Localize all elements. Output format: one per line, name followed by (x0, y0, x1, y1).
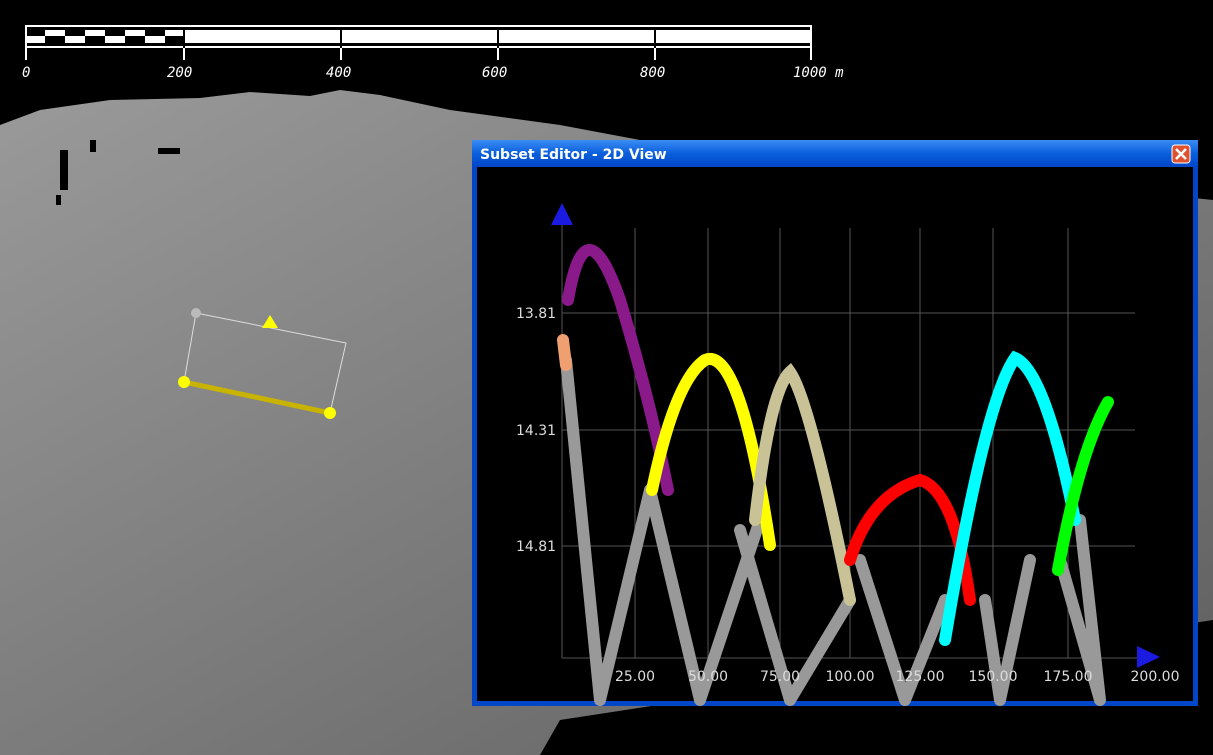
handle[interactable] (324, 407, 336, 419)
x-tick-label: 175.00 (1044, 669, 1093, 685)
scale-label: 400 (326, 65, 351, 81)
x-tick-label: 75.00 (760, 669, 800, 685)
x-tick-label: 150.00 (969, 669, 1018, 685)
y-tick-label: 14.81 (516, 539, 556, 555)
x-tick-label: 100.00 (826, 669, 875, 685)
scale-label: 1000 m (793, 65, 844, 81)
subset-editor-window: Subset Editor - 2D View 13.81 14.31 14.8… (472, 140, 1198, 706)
page: 0 200 400 600 800 1000 m Subset Editor -… (0, 0, 1213, 755)
scale-label: 600 (482, 65, 507, 81)
x-tick-label: 125.00 (896, 669, 945, 685)
x-tick-label: 50.00 (688, 669, 728, 685)
handle[interactable] (191, 308, 201, 318)
x-tick-label: 25.00 (615, 669, 655, 685)
scale-label: 800 (640, 65, 665, 81)
y-tick-label: 13.81 (516, 306, 556, 322)
handle[interactable] (178, 376, 190, 388)
scale-label: 200 (167, 65, 192, 81)
y-tick-label: 14.31 (516, 423, 556, 439)
close-button[interactable] (1172, 145, 1190, 163)
scale-label: 0 (22, 65, 30, 81)
window-title: Subset Editor - 2D View (480, 147, 667, 163)
screen: 0 200 400 600 800 1000 m Subset Editor -… (0, 0, 1213, 755)
x-tick-label: 200.00 (1131, 669, 1180, 685)
